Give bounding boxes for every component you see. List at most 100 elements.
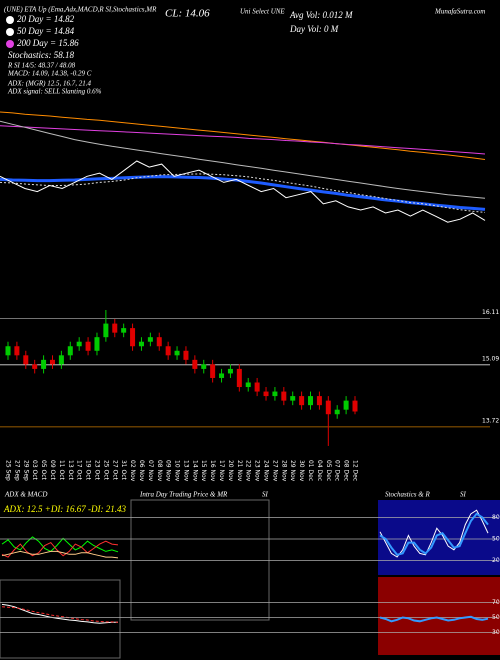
intraday-panel <box>130 499 270 621</box>
legend-icon <box>6 40 14 48</box>
x-tick-label: 29 Sep <box>22 460 29 481</box>
candle-body <box>121 328 127 333</box>
candle-body <box>32 364 38 369</box>
candle-body <box>5 346 11 356</box>
x-tick-label: 15 Nov <box>200 460 207 482</box>
series-line <box>0 111 486 160</box>
candle-body <box>103 323 109 338</box>
candle-body <box>14 346 20 356</box>
series-line <box>0 175 486 211</box>
x-tick-label: 23 Oct <box>93 460 100 481</box>
x-tick-label: 08 Nov <box>156 460 163 482</box>
candle-body <box>165 346 171 356</box>
x-tick-label: 25 Sep <box>5 460 12 481</box>
company-name: Uni Select UNE <box>240 8 285 16</box>
candle-body <box>138 341 144 347</box>
panel-title: SI <box>262 491 269 499</box>
candle-body <box>308 396 314 406</box>
candle-body <box>272 391 278 397</box>
x-tick-label: 23 Nov <box>254 460 261 482</box>
x-tick-label: 06 Nov <box>138 460 145 482</box>
y-tick-label: 50 <box>492 614 500 621</box>
candle-body <box>85 341 91 351</box>
avg-volume: Avg Vol: 0.012 M <box>289 10 353 20</box>
y-tick-label: 15.09 <box>482 355 499 362</box>
x-tick-label: 10 Nov <box>174 460 181 482</box>
legend-icon <box>6 28 14 36</box>
panel-title: Intra Day Trading Price & MR <box>139 491 228 499</box>
y-tick-label: 50 <box>492 536 500 543</box>
series-line <box>379 615 489 623</box>
candle-body <box>254 382 260 392</box>
candle-body <box>23 355 29 365</box>
x-tick-label: 04 Dec <box>316 460 323 481</box>
candle-body <box>76 341 82 347</box>
x-tick-label: 08 Dec <box>343 460 350 481</box>
candle-body <box>352 400 358 412</box>
x-tick-label: 28 Nov <box>280 460 287 482</box>
panel-background <box>378 500 500 575</box>
candle-body <box>174 350 180 356</box>
legend-icon <box>6 16 14 24</box>
candle-body <box>94 337 100 351</box>
indicator: Stochastics: 58.18 <box>8 50 74 60</box>
candle-body <box>147 337 153 342</box>
x-tick-label: 20 Nov <box>227 460 234 482</box>
panel-annotation: ADX: 12.5 +DI: 16.67 -DI: 21.43 <box>3 504 127 514</box>
candle-body <box>299 396 305 406</box>
candle-body <box>210 364 216 378</box>
candle-body <box>112 323 118 333</box>
x-tick-label: 01 Dec <box>307 460 314 481</box>
candle-body <box>201 364 207 369</box>
candle-body <box>290 396 296 401</box>
candle-body <box>67 346 73 356</box>
candle-body <box>325 400 331 415</box>
x-tick-label: 17 Nov <box>218 460 225 482</box>
indicator: ADX signal: SELL Slanting 0.6% <box>7 88 102 96</box>
x-tick-label: 13 Nov <box>182 460 189 482</box>
x-tick-label: 14 Nov <box>191 460 198 482</box>
candle-body <box>58 355 64 365</box>
y-tick-label: 80 <box>492 514 500 521</box>
y-tick-label: 30 <box>492 629 500 636</box>
x-tick-label: 02 Nov <box>129 460 136 482</box>
series-line <box>1 550 119 559</box>
x-tick-label: 29 Nov <box>289 460 296 482</box>
y-tick-label: 70 <box>492 599 500 606</box>
candle-body <box>183 350 189 360</box>
series-line <box>0 125 486 155</box>
y-tick-label: 20 <box>492 557 500 564</box>
x-tick-label: 07 Nov <box>147 460 154 482</box>
series-line <box>379 512 489 556</box>
series-line <box>1 603 118 624</box>
panel-title: Stochastics & R <box>385 491 430 499</box>
series-line <box>0 160 486 223</box>
indicator: ADX: (MGR) 12.5, 16.7, 21.4 <box>7 80 92 88</box>
x-tick-label: 05 Oct <box>40 460 47 481</box>
candle-body <box>227 368 233 374</box>
macd-panel <box>0 579 121 659</box>
candle-body <box>343 400 349 410</box>
x-tick-label: 09 Nov <box>165 460 172 482</box>
candle-body <box>281 391 287 401</box>
legend-entry: 50 Day = 14.84 <box>17 26 75 36</box>
candle-body <box>192 359 198 369</box>
symbol-line: (UNE) ETA Up (Ema,Adx,MACD,R SI,Stochast… <box>4 6 157 14</box>
x-tick-label: 17 Oct <box>76 460 83 481</box>
panel-title: ADX & MACD <box>4 491 47 499</box>
series-line <box>379 509 489 558</box>
x-tick-label: 07 Dec <box>334 460 341 481</box>
x-tick-label: 27 Oct <box>111 460 118 481</box>
y-tick-label: 13.72 <box>482 417 499 424</box>
candle-body <box>236 368 242 388</box>
series-line <box>1 606 119 623</box>
indicator: MACD: 14.09, 14.38, -0.29 C <box>7 70 92 78</box>
x-tick-label: 16 Nov <box>209 460 216 482</box>
x-tick-label: 27 Nov <box>271 460 278 482</box>
candle-body <box>245 382 251 388</box>
x-tick-label: 22 Nov <box>245 460 252 482</box>
x-tick-label: 24 Nov <box>263 460 270 482</box>
x-tick-label: 05 Dec <box>325 460 332 481</box>
panel-background <box>378 577 500 655</box>
